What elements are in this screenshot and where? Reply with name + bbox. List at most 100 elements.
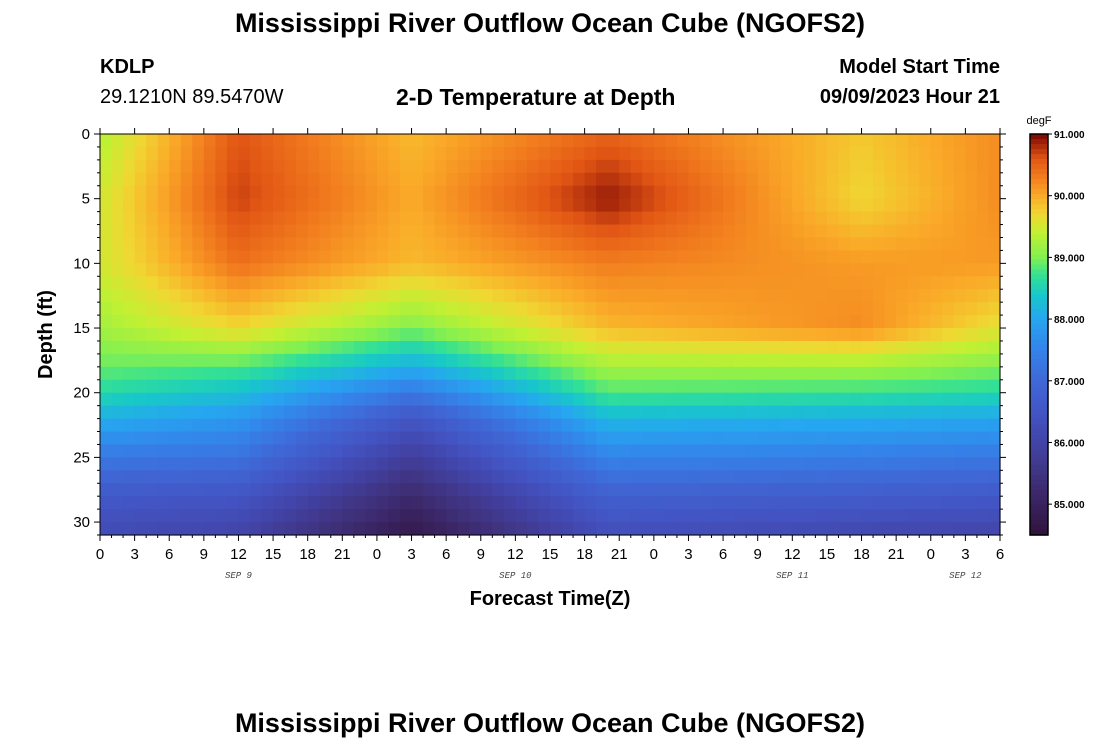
heatmap-cell <box>319 496 332 510</box>
heatmap-cell <box>700 250 713 264</box>
heatmap-cell <box>550 353 563 368</box>
heatmap-cell <box>676 340 690 355</box>
heatmap-cell <box>538 263 551 277</box>
heatmap-cell <box>850 509 863 523</box>
colorbar-segment <box>1030 479 1048 486</box>
heatmap-cell <box>319 315 332 329</box>
heatmap-cell <box>919 366 932 381</box>
heatmap-cell <box>826 405 840 420</box>
heatmap-cell <box>976 146 990 161</box>
heatmap-cell <box>273 315 286 329</box>
heatmap-cell <box>607 405 620 420</box>
heatmap-cell <box>423 172 436 187</box>
heatmap-cell <box>792 237 805 252</box>
heatmap-cell <box>930 172 943 187</box>
heatmap-cell <box>146 496 159 510</box>
y-tick-label: 0 <box>82 126 90 143</box>
heatmap-cell <box>619 224 632 239</box>
heatmap-cell <box>988 405 1001 420</box>
heatmap-cell <box>192 353 205 368</box>
heatmap-cell <box>688 237 701 252</box>
heatmap-cell <box>342 289 355 303</box>
heatmap-cell <box>803 379 816 394</box>
heatmap-cell <box>942 444 955 458</box>
heatmap-cell <box>423 134 436 148</box>
heatmap-cell <box>157 379 170 394</box>
heatmap-cell <box>584 237 597 252</box>
heatmap-cell <box>826 470 840 484</box>
heatmap-cell <box>561 198 574 213</box>
heatmap-cell <box>734 172 747 187</box>
heatmap-cell <box>630 496 643 510</box>
heatmap-cell <box>515 172 528 187</box>
heatmap-cell <box>584 276 597 290</box>
heatmap-cell <box>826 353 840 368</box>
heatmap-cell <box>596 289 609 303</box>
heatmap-cell <box>503 276 516 290</box>
heatmap-cell <box>203 431 216 446</box>
heatmap-cell <box>238 431 251 446</box>
heatmap-cell <box>111 431 124 446</box>
heatmap-cell <box>434 263 447 277</box>
heatmap-cell <box>907 159 920 174</box>
heatmap-cell <box>630 276 643 290</box>
heatmap-cell <box>400 146 413 161</box>
heatmap-cell <box>411 276 424 290</box>
colorbar-segment <box>1030 519 1048 526</box>
heatmap-cell <box>111 457 124 471</box>
heatmap-cell <box>146 470 159 484</box>
heatmap-cell <box>123 315 136 329</box>
heatmap-cell <box>850 172 863 187</box>
heatmap-cell <box>146 457 159 471</box>
heatmap-cell <box>803 315 816 329</box>
heatmap-cell <box>653 159 666 174</box>
heatmap-cell <box>653 418 666 433</box>
heatmap-cell <box>296 418 309 433</box>
colorbar-segment <box>1030 369 1048 376</box>
heatmap-cell <box>192 328 205 342</box>
heatmap-cell <box>203 470 216 484</box>
heatmap-cell <box>792 483 805 497</box>
heatmap-cell <box>134 159 147 174</box>
heatmap-cell <box>400 418 413 433</box>
heatmap-cell <box>826 444 840 458</box>
heatmap-cell <box>826 185 840 200</box>
x-tick-label: 6 <box>165 546 173 563</box>
heatmap-cell <box>515 522 528 536</box>
heatmap-cell <box>157 405 170 420</box>
heatmap-cell <box>215 211 228 226</box>
heatmap-cell <box>423 379 436 394</box>
heatmap-cell <box>111 198 124 213</box>
heatmap-cell <box>965 315 978 329</box>
heatmap-cell <box>123 366 136 381</box>
heatmap-cell <box>330 289 343 303</box>
heatmap-cell <box>746 224 759 239</box>
heatmap-cell <box>284 366 297 381</box>
x-axis-title: Forecast Time(Z) <box>470 588 631 610</box>
heatmap-cell <box>700 328 713 342</box>
heatmap-cell <box>284 146 297 161</box>
heatmap-cell <box>365 509 378 523</box>
heatmap-cell <box>111 250 124 264</box>
heatmap-cell <box>538 340 551 355</box>
heatmap-cell <box>376 366 390 381</box>
heatmap-cell <box>434 483 447 497</box>
heatmap-cell <box>711 134 724 148</box>
heatmap-cell <box>861 418 874 433</box>
heatmap-cell <box>538 444 551 458</box>
heatmap-cell <box>388 198 401 213</box>
heatmap-cell <box>503 405 516 420</box>
heatmap-cell <box>492 353 505 368</box>
heatmap-cell <box>330 444 343 458</box>
heatmap-cell <box>480 315 493 329</box>
heatmap-cell <box>757 418 770 433</box>
heatmap-cell <box>480 159 493 174</box>
heatmap-cell <box>284 392 297 407</box>
heatmap-cell <box>284 211 297 226</box>
heatmap-cell <box>203 315 216 329</box>
heatmap-cell <box>734 134 747 148</box>
heatmap-cell <box>907 237 920 252</box>
heatmap-cell <box>769 522 782 536</box>
heatmap-cell <box>446 263 459 277</box>
heatmap-cell <box>688 250 701 264</box>
